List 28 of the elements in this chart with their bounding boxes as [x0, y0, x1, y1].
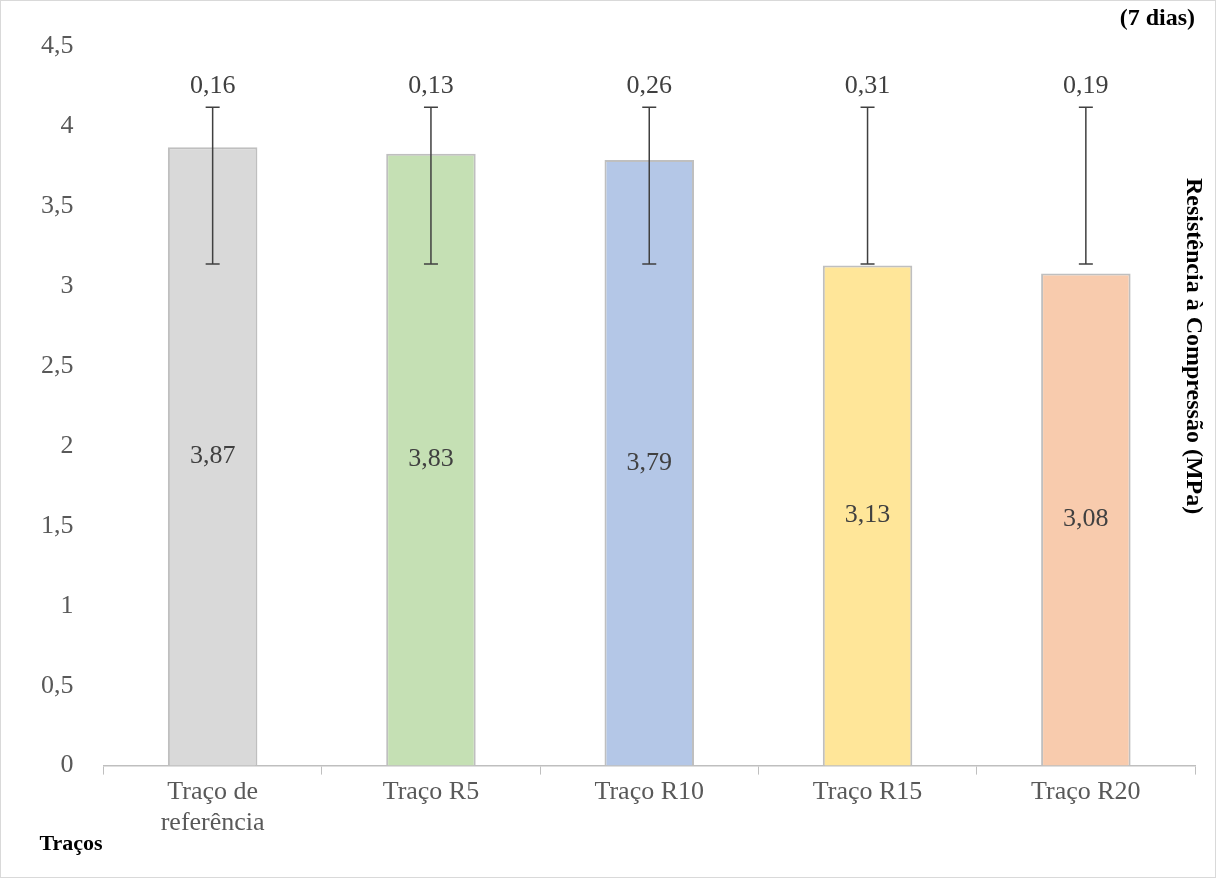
annotation: 0,16: [189, 70, 236, 100]
x-tick-label: Traço R10: [594, 776, 705, 806]
y-tick-label: 1: [60, 589, 74, 619]
y-tick-label: 2: [60, 429, 74, 459]
x-tick-label: Traço R5: [382, 776, 480, 806]
data-label: 3,79: [626, 446, 672, 476]
data-label: 3,87: [189, 440, 236, 470]
x-axis-title: Traços: [39, 829, 103, 855]
y-tick-label: 0,5: [41, 669, 74, 699]
y-tick-label: 2,5: [41, 349, 74, 379]
y-tick-label: 0: [60, 749, 74, 779]
y-tick-label: 3: [60, 270, 74, 300]
annotation: 0,26: [626, 70, 672, 100]
annotation: 0,13: [408, 70, 454, 100]
y-tick-label: 4: [60, 110, 74, 140]
y-tick-label: 4,5: [41, 30, 74, 60]
y-tick-label: 1,5: [41, 509, 74, 539]
x-tick-label: Traço de referência: [160, 776, 266, 837]
y-axis-title: Resistência à Compressão (MPa): [1181, 178, 1208, 515]
x-tick-label: Traço R20: [1031, 776, 1141, 806]
data-label: 3,13: [844, 499, 891, 529]
data-label: 3,08: [1063, 503, 1109, 533]
annotation: 0,31: [844, 70, 891, 100]
y-tick-label: 3,5: [41, 190, 74, 220]
text: (7 dias): [1119, 4, 1195, 31]
x-tick-label: Traço R15: [812, 776, 923, 806]
annotation: 0,19: [1063, 70, 1109, 100]
data-label: 3,83: [408, 443, 454, 473]
